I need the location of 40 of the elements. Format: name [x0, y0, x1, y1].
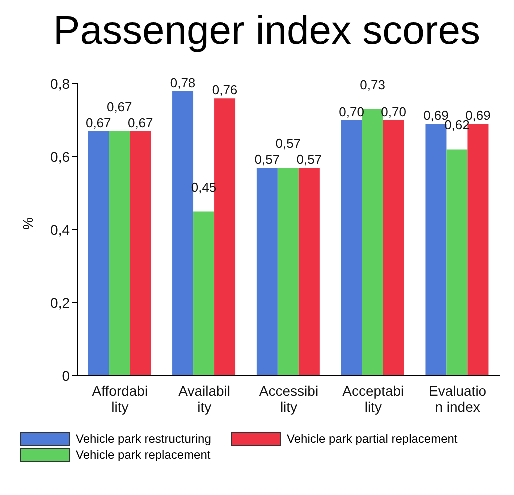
data-label: 0,78 [170, 75, 196, 90]
legend-label: Vehicle park partial replacement [287, 432, 458, 446]
chart-title: Passenger index scores [52, 8, 482, 54]
data-label: 0,57 [296, 152, 322, 167]
bar [256, 168, 278, 376]
data-label: 0,57 [254, 152, 280, 167]
bar [130, 131, 152, 376]
legend-label: Vehicle park replacement [76, 448, 211, 462]
bar [214, 98, 236, 376]
bar [298, 168, 320, 376]
x-tick-label: Accessibility [259, 383, 319, 415]
x-tick-label: Affordability [92, 383, 148, 415]
data-label: 0,57 [276, 136, 302, 151]
x-tick-label: Acceptability [342, 383, 404, 415]
data-label: 0,67 [106, 99, 132, 114]
y-tick-label: 0,4 [50, 222, 70, 238]
bar [426, 124, 447, 376]
bar [88, 131, 110, 376]
y-tick-label: 0 [62, 368, 70, 384]
legend-label: Vehicle park restructuring [76, 432, 212, 446]
bar [362, 110, 384, 376]
bar [278, 168, 299, 376]
bar [383, 120, 404, 376]
bar [446, 150, 468, 376]
x-tick-label: Evaluation index [429, 383, 487, 415]
y-tick-label: 0,6 [50, 148, 70, 165]
y-tick-label: 0,8 [50, 76, 70, 92]
data-label: 0,67 [86, 115, 112, 130]
data-label: 0,67 [128, 115, 154, 130]
data-label: 0,69 [424, 108, 449, 124]
x-tick-label: Availability [178, 383, 231, 415]
bar [194, 212, 215, 376]
bar [341, 120, 362, 376]
y-axis-title: % [20, 218, 36, 230]
data-label: 0,76 [212, 82, 238, 98]
bar [468, 124, 489, 376]
data-label: 0,69 [466, 108, 491, 124]
y-tick-label: 0,2 [50, 294, 70, 311]
bar [109, 131, 130, 376]
data-label: 0,73 [360, 78, 386, 93]
